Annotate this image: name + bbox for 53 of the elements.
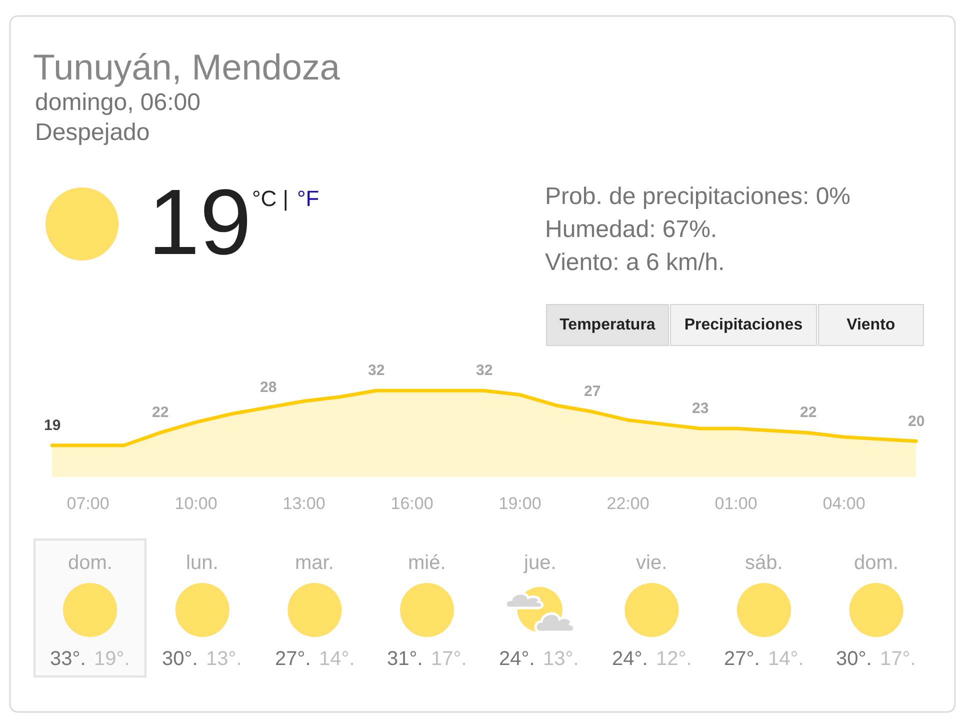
data-label: 22 — [800, 404, 817, 421]
text: 19°. — [94, 648, 130, 670]
text: Viento — [846, 316, 896, 334]
text: Temperatura — [560, 316, 656, 334]
text: 19 — [148, 170, 252, 274]
data-label: 20 — [908, 413, 925, 430]
text: 30°. — [836, 648, 872, 670]
text: 33°. — [50, 648, 86, 670]
x-tick-label: 10:00 — [174, 494, 218, 513]
text: Humedad: 67%. — [545, 216, 718, 243]
data-label: 32 — [476, 362, 493, 379]
data-label: 27 — [584, 383, 601, 400]
text: dom. — [68, 552, 112, 574]
data-label: 19 — [44, 417, 61, 434]
text: 24°. — [612, 648, 648, 670]
data-label: 22 — [152, 404, 169, 421]
text: 12°. — [656, 648, 692, 670]
text: 13°. — [206, 648, 242, 670]
text: 13°. — [543, 648, 579, 670]
text: mié. — [408, 552, 446, 574]
text: Prob. de precipitaciones: 0% — [545, 183, 851, 210]
x-tick-label: 19:00 — [498, 494, 542, 513]
text: Despejado — [35, 119, 150, 146]
chart-subtitle: domingo, 06:00 — [35, 89, 200, 116]
text: vie. — [636, 552, 668, 574]
data-label: 28 — [260, 379, 277, 396]
text: lun. — [186, 552, 218, 574]
text: 14°. — [319, 648, 355, 670]
text: 27°. — [275, 648, 311, 670]
text: 17°. — [880, 648, 916, 670]
data-label: 23 — [692, 400, 709, 417]
data-label: 32 — [368, 362, 385, 379]
text: dom. — [854, 552, 898, 574]
text: 17°. — [431, 648, 467, 670]
text: °C | — [252, 186, 289, 211]
text: mar. — [295, 552, 334, 574]
text: °F — [297, 186, 320, 211]
text: 30°. — [162, 648, 198, 670]
text: Precipitaciones — [684, 316, 803, 334]
text: jue. — [523, 552, 556, 574]
x-tick-label: 04:00 — [822, 494, 866, 513]
text: 27°. — [724, 648, 760, 670]
x-tick-label: 01:00 — [714, 494, 758, 513]
text: 31°. — [387, 648, 423, 670]
text: 24°. — [499, 648, 535, 670]
x-tick-label: 13:00 — [282, 494, 326, 513]
x-tick-label: 16:00 — [390, 494, 434, 513]
text: sáb. — [745, 552, 783, 574]
text: Viento: a 6 km/h. — [545, 249, 725, 276]
text: 14°. — [768, 648, 804, 670]
x-tick-label: 07:00 — [66, 494, 110, 513]
x-tick-label: 22:00 — [606, 494, 650, 513]
chart-title: Tunuyán, Mendoza — [33, 46, 341, 88]
